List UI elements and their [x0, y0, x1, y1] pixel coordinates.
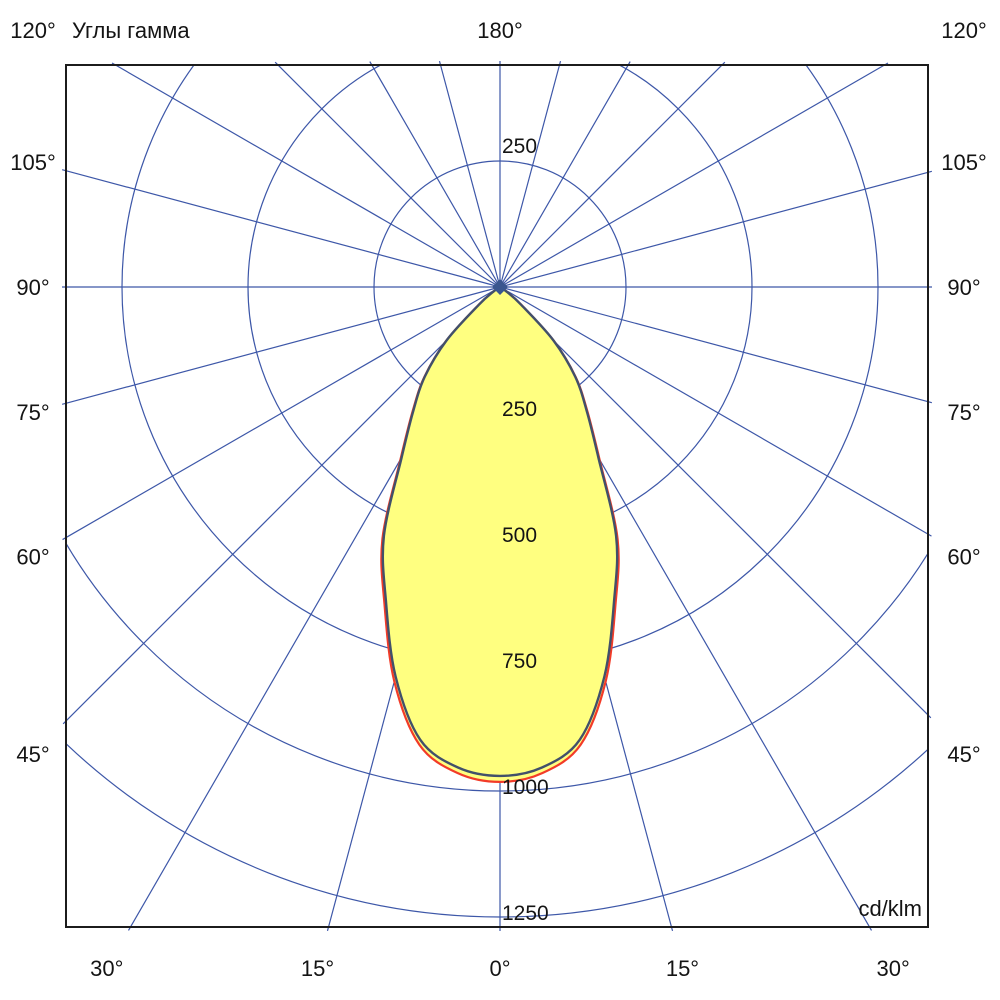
radial-gridline [499, 61, 726, 288]
ring-label: 750 [502, 650, 537, 673]
radial-gridline [499, 62, 889, 288]
bottom-angle-label: 30° [877, 956, 910, 981]
plot-border [65, 64, 929, 928]
radial-gridline [438, 60, 501, 288]
radial-gridline [499, 170, 933, 288]
radial-gridline [61, 169, 501, 288]
chart-title: Углы гамма [72, 18, 190, 43]
ring-label: 1000 [502, 776, 549, 799]
radial-gridline [62, 286, 501, 725]
center-marker [492, 279, 508, 295]
radial-gridline [499, 60, 562, 288]
ring-label: 1250 [502, 902, 549, 925]
right-angle-label: 60° [947, 545, 980, 570]
intensity-curve-c90-c270 [381, 285, 619, 778]
bottom-angle-label: 15° [301, 956, 334, 981]
radial-gridline [61, 286, 501, 405]
radial-gridline [111, 62, 501, 288]
radial-gridline [369, 61, 501, 288]
right-angle-label: 105° [941, 150, 987, 175]
ring-label-mirror: 250 [502, 135, 537, 158]
radial-gridline [499, 286, 933, 404]
top-right-angle-label: 120° [941, 18, 987, 43]
right-angle-label: 90° [947, 275, 980, 300]
ring-label: 500 [502, 524, 537, 547]
right-angle-label: 45° [947, 742, 980, 767]
radial-gridline [499, 286, 932, 537]
radial-gridline [499, 286, 932, 719]
bottom-angle-label: 15° [666, 956, 699, 981]
radial-gridline [274, 61, 501, 288]
left-angle-label: 105° [10, 150, 56, 175]
left-angle-label: 75° [16, 400, 49, 425]
left-angle-label: 90° [16, 275, 49, 300]
unit-label: cd/klm [858, 896, 922, 921]
left-angle-label: 60° [16, 545, 49, 570]
radial-gridline [499, 61, 631, 288]
ring-label: 250 [502, 398, 537, 421]
bottom-angle-label: 30° [90, 956, 123, 981]
right-angle-label: 75° [947, 400, 980, 425]
top-center-angle-label: 180° [477, 18, 523, 43]
left-angle-label: 45° [16, 742, 49, 767]
top-left-angle-label: 120° [10, 18, 56, 43]
bottom-angle-label: 0° [489, 956, 510, 981]
radial-gridline [62, 286, 501, 541]
